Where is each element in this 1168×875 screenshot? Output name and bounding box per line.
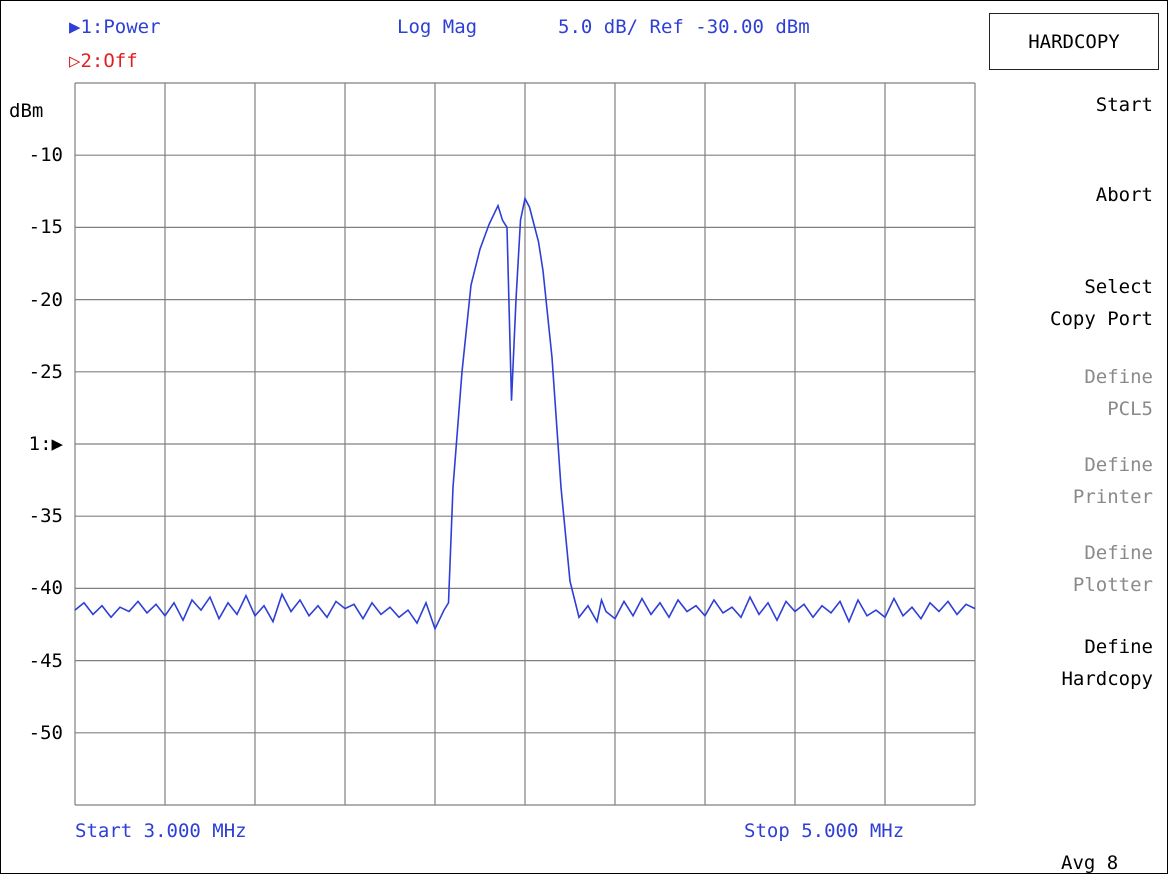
scale-ref-label: 5.0 dB/ Ref -30.00 dBm <box>558 16 810 38</box>
softkey-define-pcl5: Define PCL5 <box>1084 366 1153 420</box>
trace1-text: ▶1:Power <box>69 16 161 38</box>
ref-position-marker: 1:▶ <box>28 433 63 455</box>
softkey-abort[interactable]: Abort <box>1095 184 1153 206</box>
softkey-define-plotter: Define Plotter <box>1072 542 1153 596</box>
avg-status: Avg 8 <box>1061 852 1119 874</box>
softkey-define-printer: Define Printer <box>1072 454 1153 508</box>
y-tick-label: -35 <box>28 505 63 528</box>
trace1-label[interactable]: ▶1:Power <box>69 16 161 38</box>
softkey-define-hardcopy[interactable]: Define Hardcopy <box>1061 636 1153 690</box>
softkey-start[interactable]: Start <box>1095 94 1153 116</box>
y-tick-label: -25 <box>28 360 63 383</box>
trace-1-line <box>74 196 976 631</box>
y-tick-label: -40 <box>28 577 63 600</box>
softkey-select-copy-port[interactable]: Select Copy Port <box>1050 276 1153 330</box>
y-tick-label: -20 <box>28 288 63 311</box>
y-tick-label: -10 <box>28 144 63 167</box>
y-tick-label: -50 <box>28 721 63 744</box>
start-freq-label[interactable]: Start 3.000 MHz <box>75 820 247 842</box>
y-unit-label: dBm <box>9 100 44 122</box>
trace2-label[interactable]: ▷2:Off <box>69 50 138 72</box>
stop-freq-label[interactable]: Stop 5.000 MHz <box>744 820 905 842</box>
y-tick-label: -15 <box>28 216 63 239</box>
softkey-menu-title: HARDCOPY <box>989 13 1159 70</box>
y-tick-label: -45 <box>28 649 63 672</box>
graticule <box>74 82 976 806</box>
format-label: Log Mag <box>397 16 478 38</box>
